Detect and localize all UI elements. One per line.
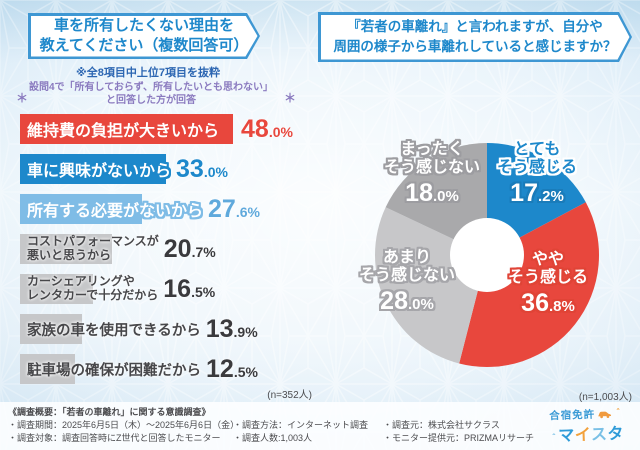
survey-monitor: ・モニター提供元：PRIZMAリサーチ [383, 433, 535, 443]
pie-slice [385, 143, 487, 255]
pie-slice [487, 143, 586, 255]
bar-category-label: コストパフォーマンスが 悪いと思うから [27, 234, 159, 262]
pie-slice-label: あまり そう感じない 28.0% [358, 249, 456, 315]
bar-category-label: カーシェアリングや レンタカーで十分だから [27, 274, 159, 302]
bar-row: 車に興味がないから 33.0% [20, 154, 320, 184]
pie-chart [375, 143, 600, 367]
car-icon [598, 411, 612, 419]
left-question-ribbon: 車を所有したくない理由を 教えてください（複数回答可） [28, 13, 260, 59]
note-condition-line1: 設問4で「所有しておらず、所有したいとも思わない」 [28, 82, 274, 93]
logo-char: イ [574, 426, 592, 445]
bar-value: 33.0% [176, 154, 228, 183]
bar-fill [20, 234, 112, 264]
pie-chart-sample-size: (n=1,003人) [578, 392, 632, 403]
asterisk-right: ＊ [283, 91, 296, 105]
logo-char: タ [607, 425, 625, 444]
pie-slice [459, 202, 600, 367]
logo-top-text: 合宿免許 ＾ [543, 406, 629, 424]
bar-category-label: 所有する必要がないから [27, 203, 204, 220]
bar-category-label: 家族の車を使用できるから [27, 322, 201, 339]
bar-value: 27.6% [208, 194, 260, 223]
survey-overview-footer: 《調査概要：「若者の車離れ」に関する意識調査》 ・調査期間：2025年6月5日（… [0, 402, 640, 450]
gasshuku-menkyo-meister-logo: 合宿免許 ＾ ＾マイスター [543, 406, 631, 450]
bar-chart-sample-size: (n=352人) [267, 390, 312, 401]
bar-fill [20, 314, 82, 344]
survey-respondents: ・調査人数:1,003人 [233, 433, 313, 443]
bar-value: 16.5% [163, 274, 216, 303]
bar-row: 家族の車を使用できるから 13.9% [20, 314, 320, 344]
bar-fill [20, 114, 233, 144]
right-question-ribbon: 『若者の車離れ』と言われますが、自分や 周囲の様子から車離れしていると感じますか… [318, 12, 632, 62]
pie-slice-label: まったく そう感じない 18.0% [383, 141, 481, 207]
bar-fill [20, 194, 142, 224]
bar-value: 48.0% [241, 114, 293, 143]
right-title-line1: 『若者の車離れ』と言われますが、自分や [347, 18, 603, 34]
survey-overview-title: 《調査概要：「若者の車離れ」に関する意識調査》 [8, 407, 211, 417]
bar-row: 駐車場の確保が困難だから 12.5% [20, 354, 320, 384]
bar-row: カーシェアリングや レンタカーで十分だから 16.5% [20, 274, 320, 304]
logo-caret-top: ＾ [614, 408, 624, 419]
survey-period: ・調査期間：2025年6月5日（木）〜2025年6月6日（金） [8, 420, 240, 430]
pie-slice-label: とても そう感じる 17.2% [496, 141, 578, 207]
bar-category-label: 車に興味がないから [27, 163, 172, 180]
note-question4-condition: ＊ 設問4で「所有しておらず、所有したいとも思わない」 と回答した方が回答 ＊ [0, 81, 302, 107]
bar-value: 20.7% [163, 234, 216, 263]
bar-fill [20, 274, 93, 304]
left-title-line2: 教えてください（複数回答可） [39, 37, 249, 54]
survey-target: ・調査対象：調査回答時にZ世代と回答したモニター [8, 433, 221, 443]
note-top7-excerpt: ※全8項目中上位7項目を抜粋 [76, 67, 220, 79]
bar-row: 所有する必要がないから 27.6% [20, 194, 320, 224]
bar-fill [20, 354, 75, 384]
bar-category-label: 駐車場の確保が困難だから [27, 362, 201, 379]
bar-row: コストパフォーマンスが 悪いと思うから 20.7% [20, 234, 320, 264]
note-condition-line2: と回答した方が回答 [106, 95, 196, 106]
bar-value: 13.9% [205, 314, 258, 343]
bar-category-label: 維持費の負担が大きいから [27, 123, 220, 140]
donut-hole [450, 218, 524, 292]
survey-method: ・調査方法：インターネット調査 [233, 420, 369, 430]
bar-row: 維持費の負担が大きいから 48.0% [20, 114, 320, 144]
left-title-line1: 車を所有したくない理由を [53, 16, 234, 34]
survey-source: ・調査元：株式会社サクラス [383, 420, 500, 430]
logo-char: マ [558, 427, 576, 445]
bar-fill [20, 154, 166, 184]
bar-value: 12.5% [206, 354, 258, 383]
asterisk-left: ＊ [16, 91, 29, 105]
logo-bottom-text: ＾マイスター [543, 420, 631, 450]
logo-char: ス [590, 426, 608, 444]
pie-slice-label: やや そう感じる 36.8% [507, 251, 589, 317]
bar-chart: 維持費の負担が大きいから 48.0% 車に興味がないから 33.0% 所有する必要がない… [20, 114, 320, 394]
right-title-line2: 周囲の様子から車離れしていると感じますか？ [333, 39, 617, 54]
